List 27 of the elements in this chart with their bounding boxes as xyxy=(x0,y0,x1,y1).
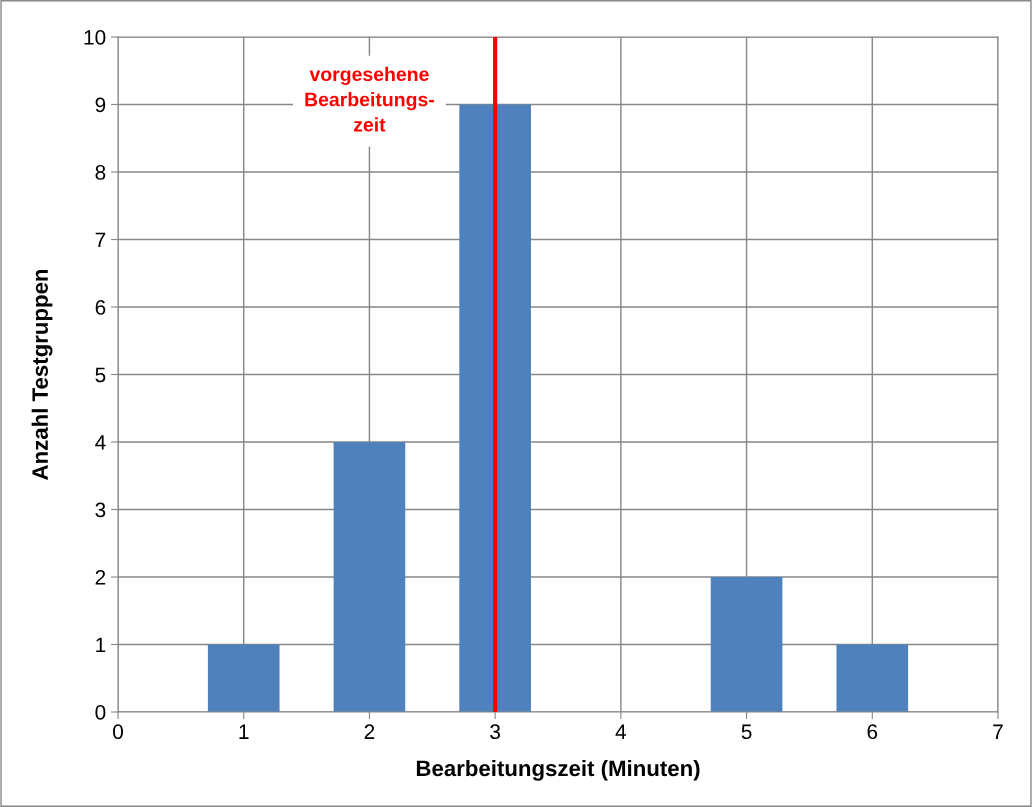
x-tick-label: 4 xyxy=(615,724,627,739)
y-tick-label: 4 xyxy=(95,435,106,450)
y-tick-label: 9 xyxy=(95,97,106,113)
x-tick-label: 3 xyxy=(490,724,501,740)
x-tick-label: 6 xyxy=(867,724,878,740)
bar xyxy=(710,577,783,712)
ref-line-label: vorgesehene Bearbeitungs- zeit xyxy=(305,66,435,132)
y-tick-label: 2 xyxy=(95,570,106,585)
y-tick-label: 10 xyxy=(84,30,106,45)
x-tick-label: 1 xyxy=(239,724,249,739)
y-tick-label: 7 xyxy=(95,232,106,248)
y-tick-label: 3 xyxy=(95,502,106,518)
x-tick-label: 7 xyxy=(993,724,1003,739)
bar xyxy=(207,644,280,712)
y-tick-label: 1 xyxy=(96,637,106,653)
y-tick-label: 0 xyxy=(95,705,106,720)
x-tick-label: 0 xyxy=(113,724,123,740)
x-axis-title: Bearbeitungszeit (Minuten) xyxy=(416,759,700,781)
x-tick-label: 2 xyxy=(364,724,375,739)
y-axis-title: Anzahl Testgruppen xyxy=(31,269,53,480)
bar xyxy=(459,104,531,712)
x-tick-label: 5 xyxy=(741,724,752,740)
y-tick-label: 8 xyxy=(95,165,106,180)
bar xyxy=(333,442,406,712)
bar xyxy=(836,644,909,712)
y-tick-label: 5 xyxy=(95,367,106,383)
y-tick-label: 6 xyxy=(95,300,106,315)
